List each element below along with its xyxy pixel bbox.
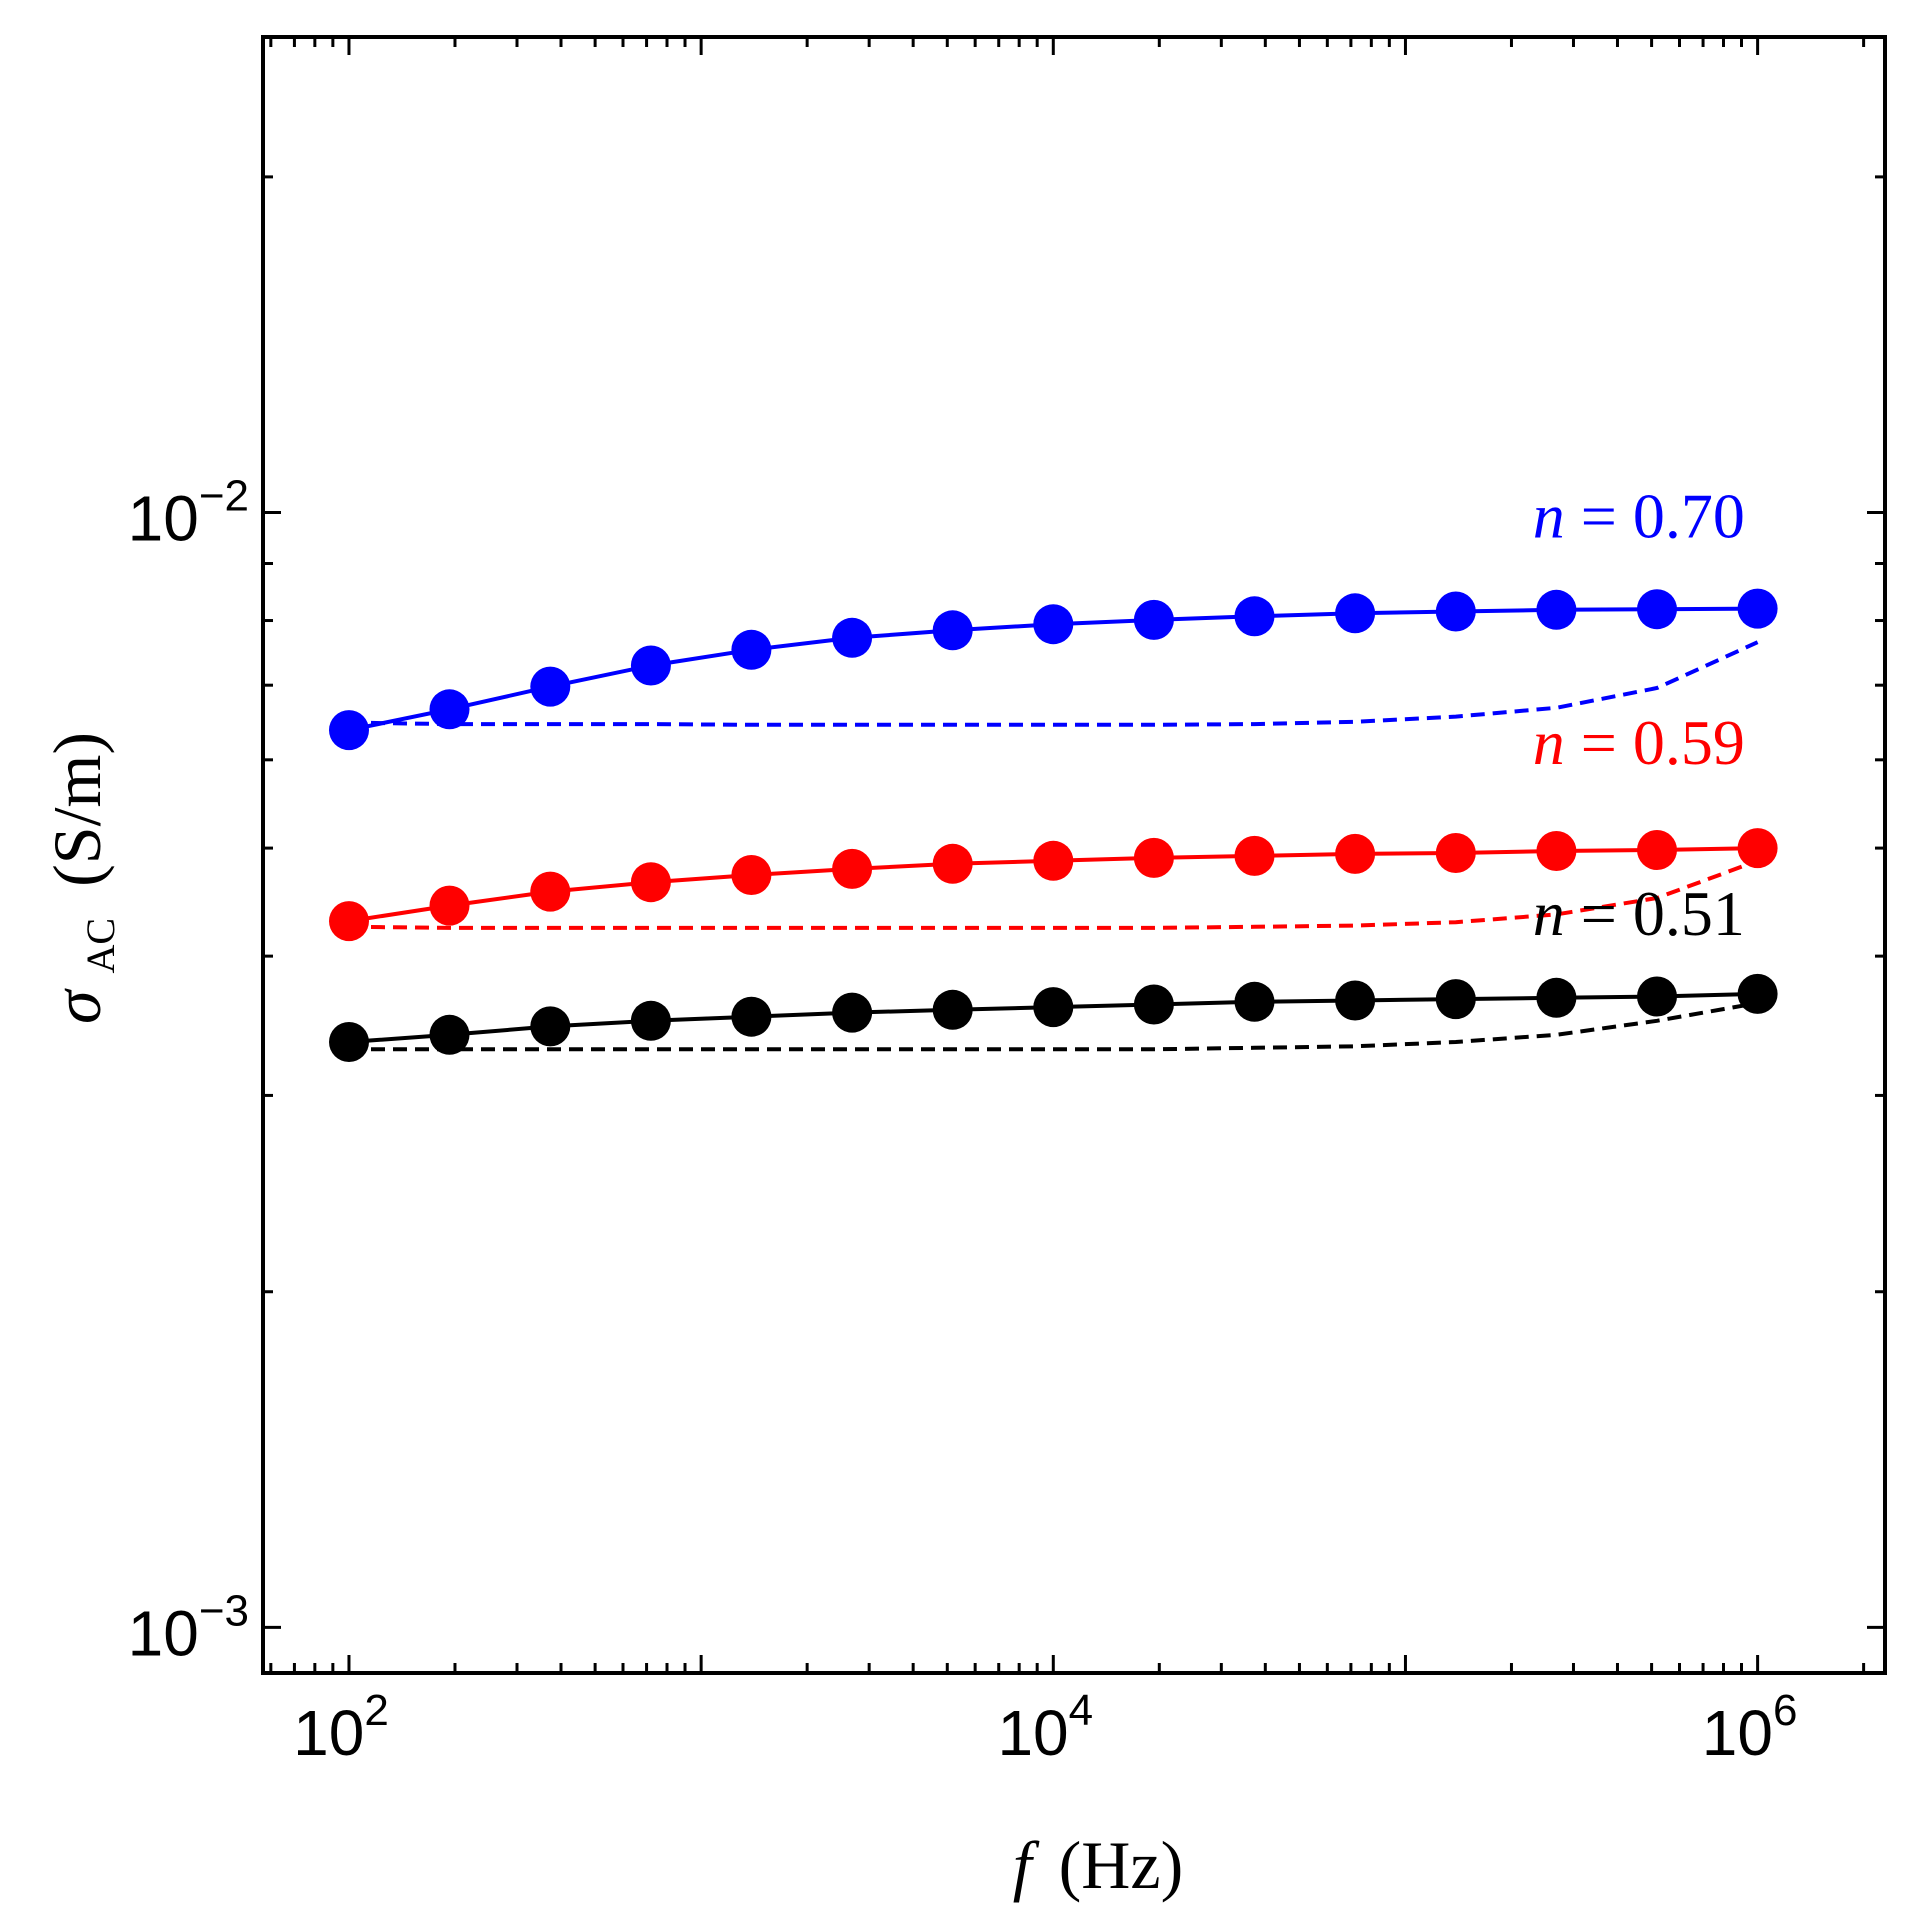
data-point-s2-4 bbox=[630, 862, 671, 903]
series-label-symbol: n bbox=[1533, 878, 1565, 949]
data-point-s3-11 bbox=[1335, 980, 1376, 1021]
data-point-s3-14 bbox=[1637, 976, 1677, 1017]
fit-line-2 bbox=[348, 858, 1759, 930]
data-point-s3-9 bbox=[1133, 984, 1174, 1025]
data-point-s3-10 bbox=[1234, 981, 1275, 1022]
data-point-s2-8 bbox=[1033, 840, 1074, 881]
data-point-s3-6 bbox=[832, 992, 873, 1033]
y-axis-unit: (S/m) bbox=[39, 732, 115, 887]
data-point-s1-4 bbox=[630, 645, 671, 686]
y-axis-subscript: AC bbox=[78, 918, 123, 974]
x-tick-label-exp: 6 bbox=[1773, 1686, 1797, 1735]
x-tick-label-base: 10 bbox=[1702, 1697, 1773, 1769]
series-label-symbol: n bbox=[1533, 707, 1565, 778]
y-tick-label-1: 10−3 bbox=[128, 1586, 249, 1669]
y-tick-label-base: 10 bbox=[128, 482, 199, 554]
series-label-symbol: n bbox=[1533, 480, 1565, 551]
data-point-s1-9 bbox=[1133, 599, 1174, 640]
data-point-s2-7 bbox=[932, 843, 973, 884]
data-point-s3-15 bbox=[1737, 973, 1778, 1014]
plot-frame bbox=[261, 35, 1887, 1675]
data-point-s1-11 bbox=[1335, 593, 1376, 634]
data-point-s3-2 bbox=[429, 1014, 470, 1055]
data-point-s1-6 bbox=[832, 617, 873, 658]
y-tick-label-exp: −3 bbox=[199, 1586, 249, 1635]
data-point-s3-4 bbox=[630, 1000, 671, 1041]
data-point-s1-3 bbox=[530, 666, 571, 707]
data-markers bbox=[329, 588, 1778, 1062]
x-axis-unit: (Hz) bbox=[1059, 1827, 1184, 1903]
x-tick-label-exp: 4 bbox=[1069, 1686, 1093, 1735]
data-point-s1-13 bbox=[1536, 589, 1577, 630]
data-point-s1-2 bbox=[429, 689, 470, 730]
data-point-s3-7 bbox=[932, 989, 973, 1030]
data-point-s2-6 bbox=[832, 848, 873, 889]
data-point-s2-3 bbox=[530, 871, 571, 912]
data-point-s2-12 bbox=[1435, 833, 1476, 873]
series-label-value: = 0.70 bbox=[1565, 480, 1745, 551]
data-point-s1-14 bbox=[1637, 589, 1677, 630]
data-point-s3-13 bbox=[1536, 977, 1577, 1018]
data-point-s1-10 bbox=[1234, 596, 1275, 637]
series-label-value: = 0.59 bbox=[1565, 707, 1745, 778]
data-point-s3-8 bbox=[1033, 987, 1074, 1028]
x-tick-label-1: 102 bbox=[293, 1686, 389, 1769]
y-axis-title: σ AC (S/m) bbox=[39, 732, 129, 1024]
data-point-s1-12 bbox=[1435, 591, 1476, 632]
data-point-s3-5 bbox=[731, 996, 772, 1037]
data-point-s2-9 bbox=[1133, 837, 1174, 878]
x-tick-label-3: 106 bbox=[1702, 1686, 1798, 1769]
data-point-s2-10 bbox=[1234, 835, 1275, 876]
data-point-s1-8 bbox=[1033, 604, 1074, 645]
data-point-s1-1 bbox=[329, 710, 369, 751]
data-point-s3-12 bbox=[1435, 979, 1476, 1020]
x-tick-label-2: 104 bbox=[997, 1686, 1093, 1769]
series-label-value: = 0.51 bbox=[1565, 878, 1745, 949]
data-point-s2-1 bbox=[329, 901, 369, 942]
data-point-s2-11 bbox=[1335, 833, 1376, 874]
fit-line-3 bbox=[349, 1001, 1758, 1052]
data-point-s3-3 bbox=[530, 1006, 571, 1047]
y-tick-label-2: 10−2 bbox=[128, 471, 249, 554]
x-axis-title: f (Hz) bbox=[1013, 1827, 1183, 1903]
data-point-s1-15 bbox=[1737, 588, 1778, 629]
y-tick-label-exp: −2 bbox=[199, 471, 249, 520]
data-point-s2-13 bbox=[1536, 831, 1577, 871]
x-tick-label-exp: 2 bbox=[364, 1686, 388, 1735]
x-tick-label-base: 10 bbox=[293, 1697, 364, 1769]
series-label-3: n = 0.51 bbox=[1533, 878, 1745, 949]
data-point-s2-5 bbox=[731, 855, 772, 895]
series-label-2: n = 0.59 bbox=[1533, 707, 1745, 778]
fit-line-1 bbox=[348, 640, 1759, 727]
data-point-s2-14 bbox=[1637, 830, 1677, 870]
y-axis-symbol: σ bbox=[39, 988, 115, 1024]
data-point-s1-5 bbox=[731, 629, 772, 670]
data-point-s2-15 bbox=[1737, 828, 1778, 869]
x-axis-symbol: f bbox=[1013, 1827, 1040, 1903]
x-tick-label-base: 10 bbox=[997, 1697, 1068, 1769]
data-point-s3-1 bbox=[329, 1022, 369, 1062]
y-tick-label-base: 10 bbox=[128, 1597, 199, 1669]
series-label-1: n = 0.70 bbox=[1533, 480, 1745, 551]
fit-lines bbox=[348, 640, 1759, 1052]
data-point-s1-7 bbox=[932, 610, 973, 651]
data-point-s2-2 bbox=[429, 885, 470, 926]
